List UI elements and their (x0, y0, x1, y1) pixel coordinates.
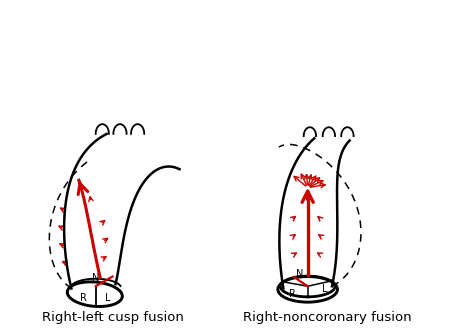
Text: L: L (105, 293, 111, 303)
Text: L: L (322, 284, 327, 294)
Text: N: N (92, 273, 100, 283)
Text: R: R (289, 289, 296, 299)
Text: Right-noncoronary fusion: Right-noncoronary fusion (243, 311, 412, 324)
Text: R: R (80, 293, 87, 303)
Text: Right-left cusp fusion: Right-left cusp fusion (42, 311, 184, 324)
Text: N: N (296, 269, 303, 279)
